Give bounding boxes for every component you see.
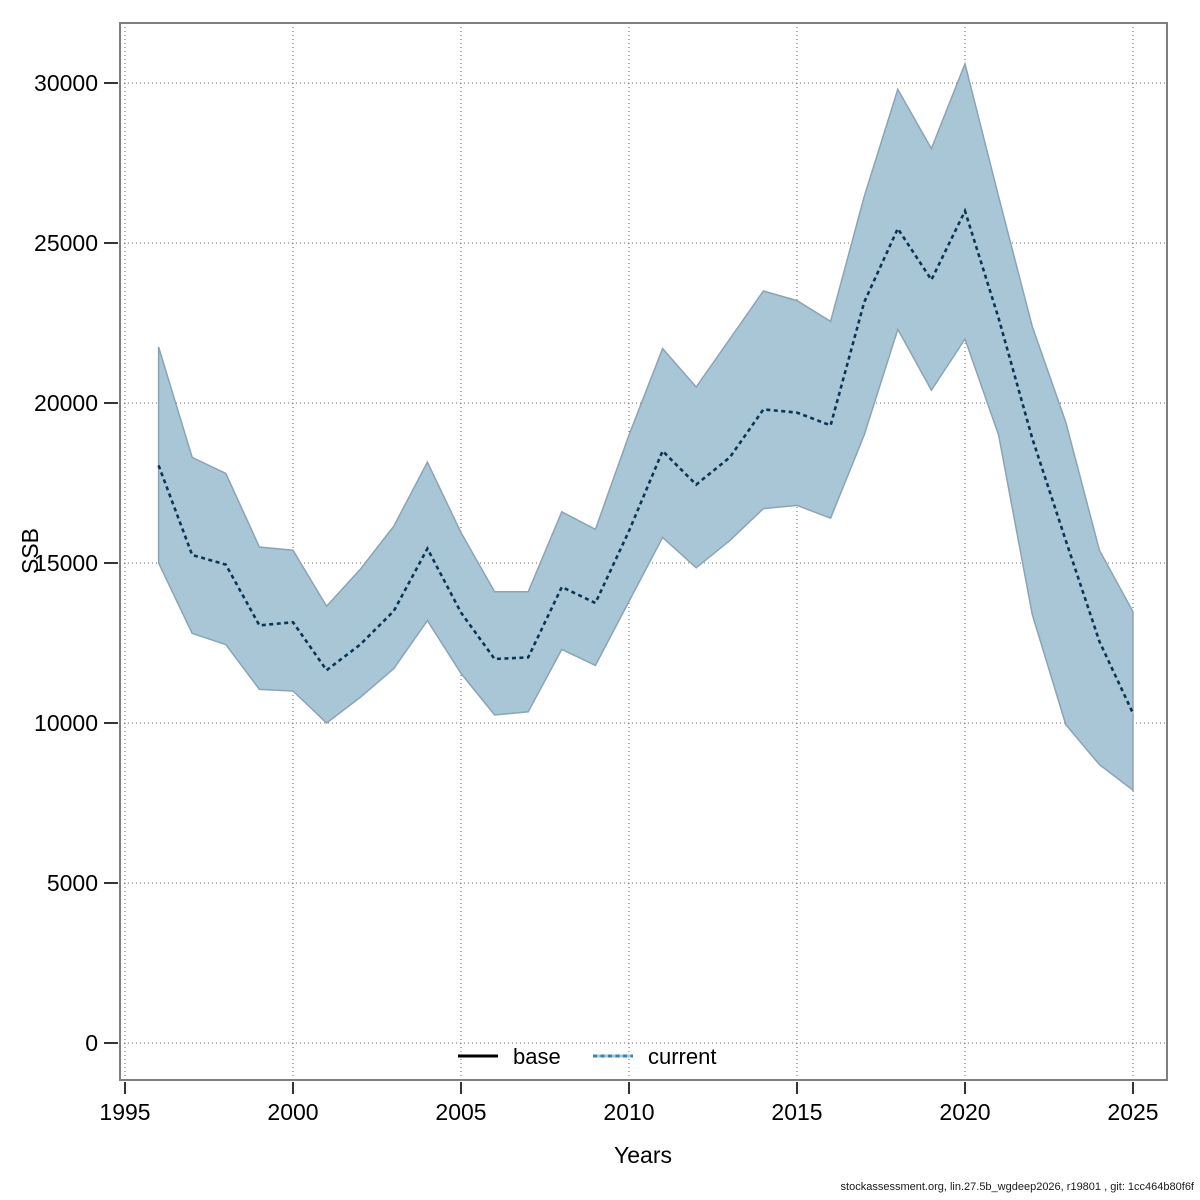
current-line-underlay — [157, 207, 1135, 714]
confidence-band — [157, 61, 1134, 792]
y-tick-label: 15000 — [34, 550, 98, 576]
y-tick-label: 10000 — [34, 710, 98, 736]
x-tick-label: 2025 — [1107, 1099, 1158, 1125]
legend: base current — [458, 1044, 716, 1069]
x-axis-ticks: 1995 2000 2005 2010 2015 2020 2025 — [99, 1082, 1159, 1125]
plot-border — [119, 22, 1168, 1081]
x-tick-label: 2010 — [603, 1099, 654, 1125]
x-tick-label: 2020 — [939, 1099, 990, 1125]
x-tick-label: 1995 — [99, 1099, 150, 1125]
y-tick-label: 0 — [85, 1030, 98, 1056]
y-axis-title: SSB — [17, 528, 43, 574]
x-tick-label: 2005 — [435, 1099, 486, 1125]
legend-base-label: base — [513, 1044, 561, 1069]
y-tick-label: 25000 — [34, 230, 98, 256]
x-axis-title: Years — [614, 1142, 672, 1168]
y-tick-label: 20000 — [34, 390, 98, 416]
y-tick-label: 5000 — [47, 870, 98, 896]
legend-current-label: current — [648, 1044, 716, 1069]
x-tick-label: 2000 — [267, 1099, 318, 1125]
footer-credit: stockassessment.org, lin.27.5b_wgdeep202… — [841, 1181, 1195, 1193]
y-tick-label: 30000 — [34, 70, 98, 96]
y-axis-ticks: 0 5000 10000 15000 20000 25000 30000 — [34, 70, 118, 1056]
x-tick-label: 2015 — [771, 1099, 822, 1125]
